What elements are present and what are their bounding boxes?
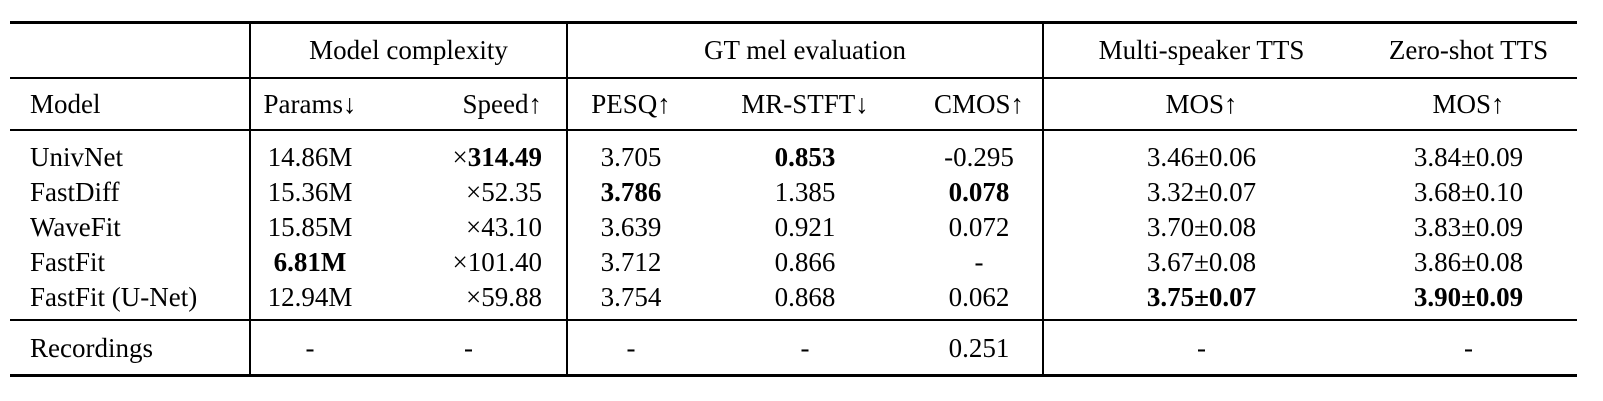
cell-speed: ×101.40 (370, 245, 567, 280)
group-header-gt-mel-evaluation: GT mel evaluation (704, 35, 906, 65)
cell-pesq: 3.639 (600, 212, 662, 242)
multiplication-sign: × (452, 142, 468, 172)
rule-bottom (10, 374, 1577, 377)
cell-pesq: 3.754 (600, 282, 662, 312)
column-header-params: Params↓ (263, 89, 357, 119)
table-row: FastDiff 15.36M ×52.35 3.786 1.385 0.078… (10, 175, 1577, 210)
cell-mr-stft: 1.385 (774, 177, 836, 207)
multiplication-sign: × (466, 177, 482, 207)
cell-cmos: - (974, 247, 984, 277)
cell-speed: ×52.35 (370, 175, 567, 210)
cell-mos-multi-speaker: 3.67±0.08 (1146, 247, 1257, 277)
cell-mos-zero-shot: - (1464, 333, 1473, 363)
cell-mr-stft: 0.921 (774, 212, 836, 242)
cell-model: UnivNet (30, 142, 123, 172)
cell-speed: - (464, 333, 473, 363)
column-header-mr-stft: MR-STFT↓ (741, 89, 869, 119)
group-header-row: Model complexity GT mel evaluation Multi… (10, 23, 1577, 77)
rule-above-footer (10, 319, 1577, 321)
column-header-pesq: PESQ↑ (591, 89, 671, 119)
speed-value: 314.49 (467, 142, 542, 172)
column-header-cmos: CMOS↑ (933, 89, 1025, 119)
cell-model: Recordings (30, 333, 153, 363)
cell-params: 14.86M (267, 142, 353, 172)
cell-mr-stft: 0.853 (774, 142, 836, 172)
cell-mos-multi-speaker: 3.32±0.07 (1146, 177, 1257, 207)
rule-under-column-headers (10, 129, 1577, 131)
group-header-spacer (10, 23, 250, 77)
cell-cmos: 0.062 (948, 282, 1010, 312)
cell-params: - (305, 333, 315, 363)
speed-value: 52.35 (481, 177, 542, 207)
cell-mos-zero-shot: 3.90±0.09 (1413, 282, 1524, 312)
cell-pesq: 3.712 (600, 247, 662, 277)
cell-params: 6.81M (273, 247, 347, 277)
multiplication-sign: × (466, 282, 482, 312)
cell-mos-multi-speaker: 3.70±0.08 (1146, 212, 1257, 242)
column-header-model: Model (30, 89, 101, 119)
cell-params: 15.36M (267, 177, 353, 207)
column-header-row: Model Params↓ Speed↑ PESQ↑ MR-STFT↓ CMOS… (10, 79, 1577, 129)
table-row: WaveFit 15.85M ×43.10 3.639 0.921 0.072 … (10, 210, 1577, 245)
cell-speed: ×314.49 (370, 140, 567, 175)
cell-cmos: 0.078 (948, 177, 1010, 207)
divider-after-model-column (249, 21, 251, 377)
cell-params: 12.94M (267, 282, 353, 312)
cell-cmos: 0.251 (948, 333, 1010, 363)
cell-pesq: 3.705 (600, 142, 662, 172)
cell-mr-stft: 0.866 (774, 247, 836, 277)
column-header-mos-multi-speaker: MOS↑ (1165, 89, 1238, 119)
column-header-mos-zero-shot: MOS↑ (1432, 89, 1505, 119)
cell-cmos: 0.072 (948, 212, 1010, 242)
speed-value: 101.40 (467, 247, 542, 277)
multiplication-sign: × (466, 212, 482, 242)
cell-mos-zero-shot: 3.68±0.10 (1413, 177, 1524, 207)
cell-model: WaveFit (30, 212, 121, 242)
cell-model: FastFit (30, 247, 106, 277)
cell-pesq: - (626, 333, 636, 363)
cell-mos-zero-shot: 3.86±0.08 (1413, 247, 1524, 277)
cell-cmos: -0.295 (944, 142, 1014, 172)
cell-mos-zero-shot: 3.83±0.09 (1413, 212, 1524, 242)
cell-params: 15.85M (267, 212, 353, 242)
multiplication-sign: × (452, 247, 468, 277)
cell-mos-zero-shot: 3.84±0.09 (1413, 142, 1524, 172)
cell-mos-multi-speaker: 3.75±0.07 (1146, 282, 1257, 312)
cell-mr-stft: - (800, 333, 810, 363)
divider-after-speed-column (566, 21, 568, 377)
group-header-model-complexity: Model complexity (309, 35, 508, 65)
group-header-zero-shot-tts: Zero-shot TTS (1388, 35, 1549, 65)
cell-mos-multi-speaker: - (1197, 333, 1206, 363)
cell-model: FastFit (U-Net) (30, 282, 198, 312)
speed-value: 43.10 (481, 212, 542, 242)
cell-speed: ×59.88 (370, 280, 567, 315)
cell-model: FastDiff (30, 177, 120, 207)
results-table: Model complexity GT mel evaluation Multi… (10, 0, 1577, 401)
speed-value: 59.88 (481, 282, 542, 312)
table-row-recordings: Recordings - - - - 0.251 - - (10, 322, 1577, 374)
table-row: UnivNet 14.86M ×314.49 3.705 0.853 -0.29… (10, 140, 1577, 175)
table-row: FastFit (U-Net) 12.94M ×59.88 3.754 0.86… (10, 280, 1577, 315)
rule-top (10, 21, 1577, 24)
cell-mos-multi-speaker: 3.46±0.06 (1146, 142, 1257, 172)
divider-after-cmos-column (1042, 21, 1044, 377)
table-row: FastFit 6.81M ×101.40 3.712 0.866 - 3.67… (10, 245, 1577, 280)
cell-speed: ×43.10 (370, 210, 567, 245)
column-header-speed: Speed↑ (462, 89, 542, 119)
rule-under-group-headers (10, 77, 1577, 79)
cell-pesq: 3.786 (600, 177, 662, 207)
group-header-multi-speaker-tts: Multi-speaker TTS (1098, 35, 1305, 65)
cell-mr-stft: 0.868 (774, 282, 836, 312)
